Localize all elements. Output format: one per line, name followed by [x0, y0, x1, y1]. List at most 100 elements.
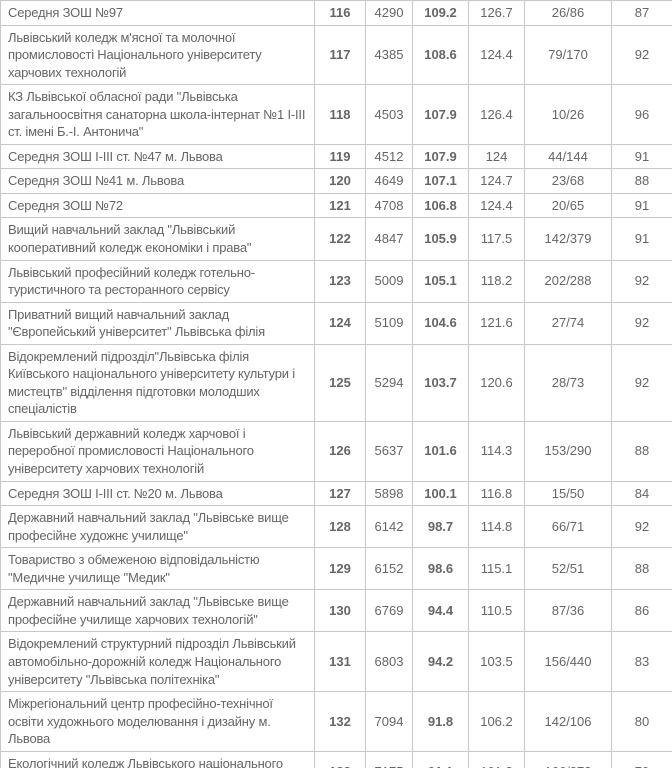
school-name-cell: Міжрегіональний центр професійно-технічн… — [0, 691, 315, 752]
avg-score-cell: 103.5 — [468, 631, 525, 693]
rank-cell: 129 — [314, 547, 366, 591]
score-cell: 98.6 — [412, 547, 469, 591]
table-row: Екологічний коледж Львівського національ… — [0, 750, 672, 768]
school-name-cell: Державний навчальний заклад "Львівське в… — [0, 589, 315, 633]
percent-cell: 86 — [611, 589, 672, 633]
avg-score-cell: 117.5 — [468, 217, 525, 261]
ratio-cell: 153/290 — [524, 420, 612, 482]
avg-score-cell: 101.2 — [468, 750, 525, 768]
avg-score-cell: 124.4 — [468, 24, 525, 86]
school-name-cell: Приватний вищий навчальний заклад "Європ… — [0, 301, 315, 345]
table-row: Середня ЗОШ №41 м. Львова 120 4649 107.1… — [0, 168, 672, 194]
score-cell: 107.9 — [412, 143, 469, 170]
count-cell: 6152 — [365, 547, 413, 591]
table-row: Середня ЗОШ №97 116 4290 109.2 126.7 26/… — [0, 0, 672, 26]
score-cell: 91.1 — [412, 750, 469, 768]
rank-cell: 116 — [314, 0, 366, 26]
school-name-cell: Середня ЗОШ І-ІІІ ст. №47 м. Львова — [0, 143, 315, 170]
school-name-cell: Львівський професійний коледж готельно-т… — [0, 259, 315, 303]
count-cell: 5009 — [365, 259, 413, 303]
school-name-cell: Відокремлений структурний підрозділ Льві… — [0, 631, 315, 693]
avg-score-cell: 116.8 — [468, 480, 525, 507]
rank-cell: 123 — [314, 259, 366, 303]
count-cell: 6142 — [365, 505, 413, 549]
percent-cell: 84 — [611, 480, 672, 507]
count-cell: 4649 — [365, 168, 413, 194]
school-name-cell: Товариство з обмеженою відповідальністю … — [0, 547, 315, 591]
percent-cell: 91 — [611, 143, 672, 170]
school-name-cell: Відокремлений підрозділ"Львівська філія … — [0, 343, 315, 422]
score-cell: 91.8 — [412, 691, 469, 752]
score-cell: 108.6 — [412, 24, 469, 86]
count-cell: 4290 — [365, 0, 413, 26]
table-row: Державний навчальний заклад "Львівське в… — [0, 589, 672, 633]
percent-cell: 79 — [611, 750, 672, 768]
count-cell: 4512 — [365, 143, 413, 170]
avg-score-cell: 114.8 — [468, 505, 525, 549]
percent-cell: 88 — [611, 547, 672, 591]
table-row: КЗ Львівської обласної ради "Львівська з… — [0, 84, 672, 145]
ratio-cell: 202/288 — [524, 259, 612, 303]
score-cell: 98.7 — [412, 505, 469, 549]
score-cell: 94.2 — [412, 631, 469, 693]
ratio-cell: 142/379 — [524, 217, 612, 261]
rank-cell: 124 — [314, 301, 366, 345]
rank-cell: 127 — [314, 480, 366, 507]
table-row: Відокремлений підрозділ"Львівська філія … — [0, 343, 672, 422]
table-row: Приватний вищий навчальний заклад "Європ… — [0, 301, 672, 345]
score-cell: 100.1 — [412, 480, 469, 507]
avg-score-cell: 126.4 — [468, 84, 525, 145]
ratio-cell: 26/86 — [524, 0, 612, 26]
school-name-cell: Середня ЗОШ №72 — [0, 192, 315, 219]
score-cell: 105.9 — [412, 217, 469, 261]
avg-score-cell: 124.4 — [468, 192, 525, 219]
school-name-cell: КЗ Львівської обласної ради "Львівська з… — [0, 84, 315, 145]
score-cell: 104.6 — [412, 301, 469, 345]
ratio-cell: 142/106 — [524, 691, 612, 752]
school-name-cell: Державний навчальний заклад "Львівське в… — [0, 505, 315, 549]
table-row: Міжрегіональний центр професійно-технічн… — [0, 691, 672, 752]
percent-cell: 91 — [611, 217, 672, 261]
ratio-cell: 66/71 — [524, 505, 612, 549]
table-row: Львівський державний коледж харчової і п… — [0, 420, 672, 482]
table-row: Державний навчальний заклад "Львівське в… — [0, 505, 672, 549]
score-cell: 94.4 — [412, 589, 469, 633]
percent-cell: 91 — [611, 192, 672, 219]
count-cell: 5898 — [365, 480, 413, 507]
score-cell: 107.1 — [412, 168, 469, 194]
percent-cell: 92 — [611, 505, 672, 549]
table-row: Середня ЗОШ І-ІІІ ст. №20 м. Львова 127 … — [0, 480, 672, 507]
table-row: Середня ЗОШ І-ІІІ ст. №47 м. Львова 119 … — [0, 143, 672, 170]
count-cell: 4503 — [365, 84, 413, 145]
ratio-cell: 87/36 — [524, 589, 612, 633]
percent-cell: 92 — [611, 343, 672, 422]
table-row: Товариство з обмеженою відповідальністю … — [0, 547, 672, 591]
table-row: Середня ЗОШ №72 121 4708 106.8 124.4 20/… — [0, 192, 672, 219]
count-cell: 4847 — [365, 217, 413, 261]
ratio-cell: 15/50 — [524, 480, 612, 507]
table-row: Вищий навчальний заклад "Львівський кооп… — [0, 217, 672, 261]
rank-cell: 120 — [314, 168, 366, 194]
table-row: Львівський коледж м'ясної та молочної пр… — [0, 24, 672, 86]
rank-cell: 119 — [314, 143, 366, 170]
count-cell: 5294 — [365, 343, 413, 422]
rank-cell: 132 — [314, 691, 366, 752]
rank-cell: 130 — [314, 589, 366, 633]
ratio-cell: 166/373 — [524, 750, 612, 768]
rank-cell: 128 — [314, 505, 366, 549]
school-name-cell: Львівський коледж м'ясної та молочної пр… — [0, 24, 315, 86]
percent-cell: 88 — [611, 420, 672, 482]
school-name-cell: Середня ЗОШ №97 — [0, 0, 315, 26]
ratio-cell: 52/51 — [524, 547, 612, 591]
percent-cell: 92 — [611, 24, 672, 86]
score-cell: 109.2 — [412, 0, 469, 26]
rank-cell: 122 — [314, 217, 366, 261]
count-cell: 4708 — [365, 192, 413, 219]
count-cell: 6769 — [365, 589, 413, 633]
avg-score-cell: 120.6 — [468, 343, 525, 422]
rank-cell: 125 — [314, 343, 366, 422]
percent-cell: 83 — [611, 631, 672, 693]
rank-cell: 121 — [314, 192, 366, 219]
